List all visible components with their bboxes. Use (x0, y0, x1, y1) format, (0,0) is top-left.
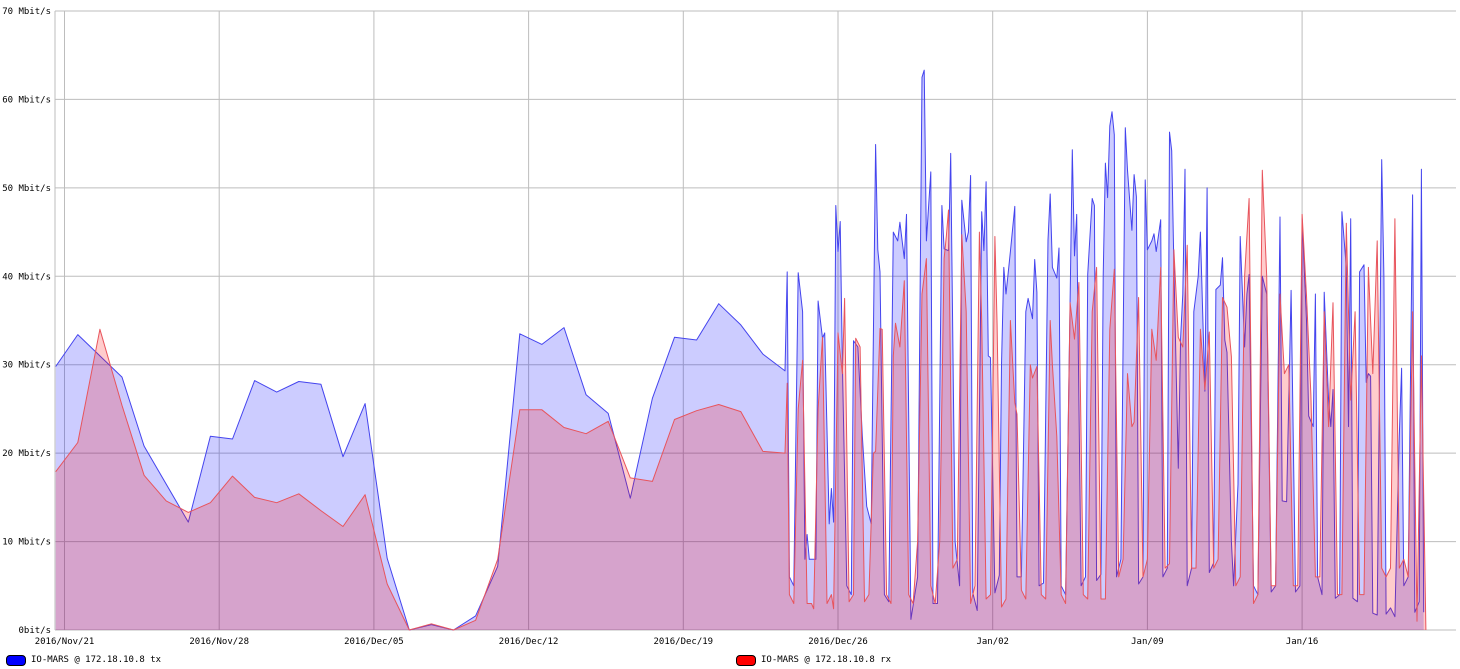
legend-swatch-tx (6, 654, 26, 666)
y-tick-label: 60 Mbit/s (2, 95, 51, 105)
y-tick-label: 30 Mbit/s (2, 361, 51, 371)
y-tick-label: 10 Mbit/s (2, 538, 51, 548)
series-area-1 (55, 170, 1426, 630)
y-tick-label: 0bit/s (18, 626, 51, 636)
grid-lines (54, 10, 1456, 631)
series-line-0 (55, 69, 1425, 631)
series-areas (55, 69, 1427, 631)
x-tick-label: Jan/02 (976, 637, 1009, 647)
y-tick-label: 40 Mbit/s (2, 272, 51, 282)
series-line-1 (55, 169, 1427, 631)
legend-swatch-rx (736, 654, 756, 666)
y-tick-label: 50 Mbit/s (2, 184, 51, 194)
x-tick-label: 2016/Nov/21 (35, 637, 95, 647)
series-area-0 (55, 70, 1424, 630)
legend-item-rx: IO-MARS @ 172.18.10.8 rx (736, 654, 891, 666)
legend-label-tx: IO-MARS @ 172.18.10.8 tx (31, 655, 162, 665)
y-tick-label: 70 Mbit/s (2, 7, 51, 17)
legend-item-tx: IO-MARS @ 172.18.10.8 tx (6, 654, 161, 666)
x-tick-label: Jan/09 (1131, 637, 1164, 647)
x-tick-label: 2016/Dec/05 (344, 637, 404, 647)
legend-label-rx: IO-MARS @ 172.18.10.8 rx (761, 655, 892, 665)
x-tick-label: 2016/Nov/28 (189, 637, 249, 647)
x-tick-label: Jan/16 (1286, 637, 1319, 647)
x-tick-label: 2016/Dec/26 (808, 637, 868, 647)
x-tick-label: 2016/Dec/19 (653, 637, 713, 647)
axis-labels: 0bit/s 10 Mbit/s 20 Mbit/s 30 Mbit/s 40 Mbit… (2, 7, 1318, 647)
legend: IO-MARS @ 172.18.10.8 tx IO-MARS @ 172.1… (0, 654, 1460, 668)
y-tick-label: 20 Mbit/s (2, 449, 51, 459)
x-tick-label: 2016/Dec/12 (499, 637, 559, 647)
